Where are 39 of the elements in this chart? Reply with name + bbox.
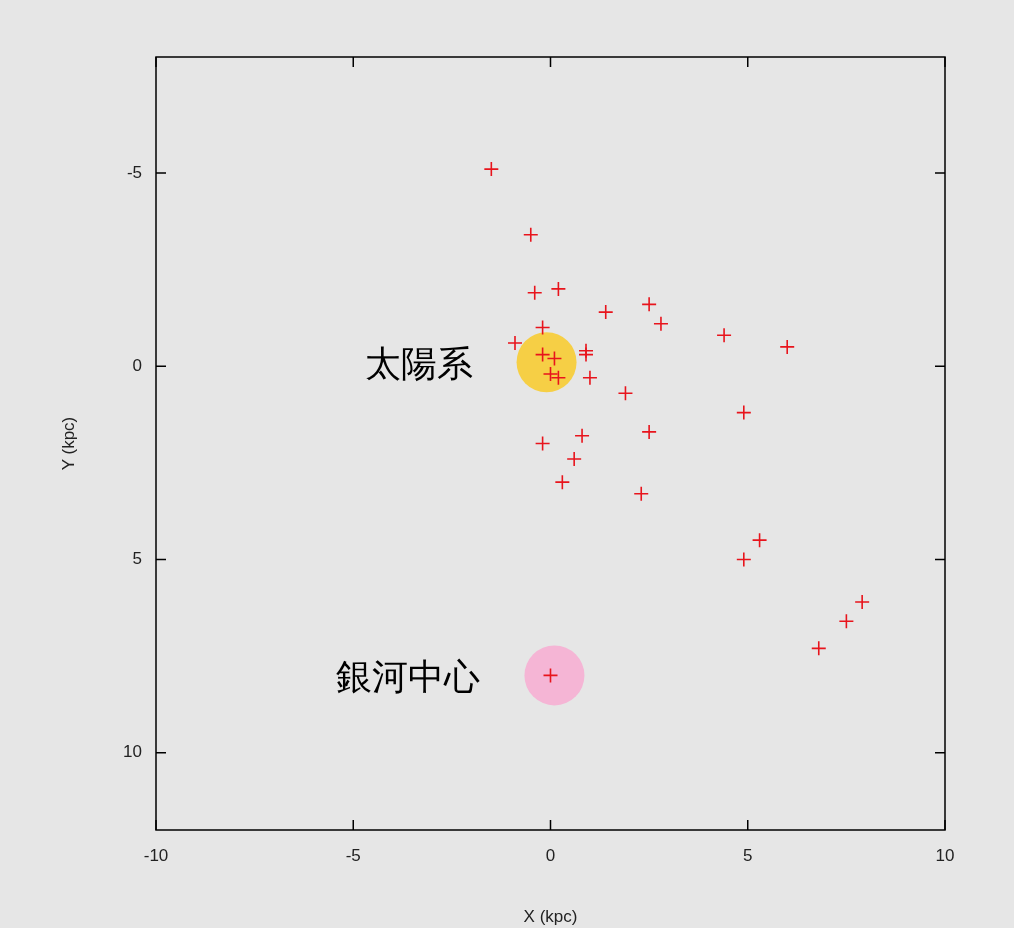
y-tick-label: -5 bbox=[126, 162, 142, 182]
point bbox=[526, 284, 543, 301]
point bbox=[653, 315, 669, 332]
y-tick-label: 10 bbox=[123, 742, 142, 762]
point bbox=[736, 404, 752, 421]
point bbox=[633, 485, 650, 502]
x-tick-label: 0 bbox=[545, 845, 556, 865]
y-tick-label: 5 bbox=[132, 549, 142, 569]
point bbox=[507, 335, 523, 351]
point bbox=[751, 532, 768, 548]
point bbox=[566, 451, 582, 467]
y-axis-title: Y (kpc) bbox=[58, 416, 78, 471]
point bbox=[641, 296, 657, 313]
point bbox=[578, 346, 594, 363]
point bbox=[597, 304, 614, 320]
point bbox=[522, 226, 539, 243]
point bbox=[617, 385, 634, 402]
point bbox=[582, 370, 598, 386]
x-tick-label: -5 bbox=[345, 845, 361, 865]
point bbox=[779, 339, 795, 355]
x-tick-label: 5 bbox=[743, 845, 753, 865]
point bbox=[554, 474, 571, 490]
y-tick-label: 0 bbox=[132, 355, 142, 375]
point bbox=[534, 435, 551, 452]
x-axis-title: X (kpc) bbox=[523, 907, 578, 927]
x-tick-label: 10 bbox=[935, 845, 955, 865]
point bbox=[716, 327, 732, 344]
point bbox=[854, 594, 870, 610]
point bbox=[550, 281, 567, 297]
point bbox=[736, 551, 752, 568]
point bbox=[483, 161, 500, 177]
point bbox=[810, 640, 827, 657]
point bbox=[574, 427, 590, 444]
x-tick-label: -10 bbox=[143, 845, 169, 865]
point bbox=[641, 424, 657, 440]
annotation: 銀河中心 bbox=[336, 655, 481, 697]
annotation: 太陽系 bbox=[364, 342, 473, 384]
point bbox=[838, 613, 855, 630]
point bbox=[534, 319, 551, 336]
